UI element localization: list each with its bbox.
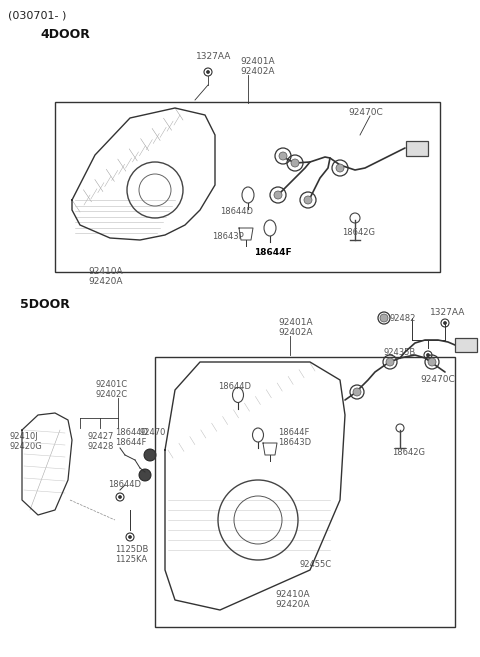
Text: 92427: 92427 [87, 432, 113, 441]
Text: 92402C: 92402C [95, 390, 127, 399]
Circle shape [353, 388, 361, 396]
Text: 92470: 92470 [140, 428, 167, 437]
Circle shape [428, 358, 436, 366]
Text: 18644F: 18644F [115, 438, 146, 447]
Text: 92455C: 92455C [300, 560, 332, 569]
Circle shape [129, 535, 132, 539]
Text: 92420G: 92420G [10, 442, 43, 451]
Text: 92420A: 92420A [275, 600, 310, 609]
Text: (030701- ): (030701- ) [8, 10, 66, 20]
Text: 92482: 92482 [390, 314, 416, 323]
Circle shape [386, 358, 394, 366]
Circle shape [291, 159, 299, 167]
Text: 18643D: 18643D [278, 438, 311, 447]
Circle shape [144, 449, 156, 461]
Circle shape [427, 353, 430, 357]
Text: 18643P: 18643P [212, 232, 244, 241]
Circle shape [119, 495, 121, 499]
Text: 1327AA: 1327AA [430, 308, 466, 317]
Text: 1327AA: 1327AA [196, 52, 231, 61]
Circle shape [206, 70, 209, 74]
Text: 18644D: 18644D [108, 480, 141, 489]
Text: 18642G: 18642G [342, 228, 375, 237]
Circle shape [380, 314, 388, 322]
Text: 5DOOR: 5DOOR [20, 298, 70, 311]
Circle shape [444, 321, 446, 325]
Circle shape [304, 196, 312, 204]
Text: 92470C: 92470C [348, 108, 383, 117]
Text: 18644D: 18644D [218, 382, 251, 391]
Text: 92410A: 92410A [275, 590, 310, 599]
Text: 92435B: 92435B [384, 348, 416, 357]
Text: 92470C: 92470C [420, 375, 455, 384]
Text: 18644F: 18644F [278, 428, 310, 437]
Text: 1125KA: 1125KA [115, 555, 147, 564]
Text: 4DOOR: 4DOOR [40, 28, 90, 41]
Text: 92401C: 92401C [95, 380, 127, 389]
Text: 1125DB: 1125DB [115, 545, 148, 554]
Text: 92410J: 92410J [10, 432, 39, 441]
Circle shape [139, 469, 151, 481]
Text: 92410A: 92410A [88, 267, 122, 276]
Text: 18644D: 18644D [220, 207, 253, 216]
Circle shape [274, 191, 282, 199]
Bar [406, 141, 428, 156]
Text: 92402A: 92402A [278, 328, 312, 337]
Circle shape [336, 164, 344, 172]
Circle shape [279, 152, 287, 160]
Text: 18644F: 18644F [254, 248, 292, 257]
Bar [455, 338, 477, 352]
Text: 92401A: 92401A [278, 318, 312, 327]
Bar [55, 102, 440, 272]
Text: 18644D: 18644D [115, 428, 148, 437]
Text: 18642G: 18642G [392, 448, 425, 457]
Text: 92420A: 92420A [88, 277, 122, 286]
Text: 92401A: 92401A [240, 57, 275, 66]
Text: 92428: 92428 [87, 442, 113, 451]
Text: 92402A: 92402A [240, 67, 275, 76]
Bar [155, 357, 455, 627]
